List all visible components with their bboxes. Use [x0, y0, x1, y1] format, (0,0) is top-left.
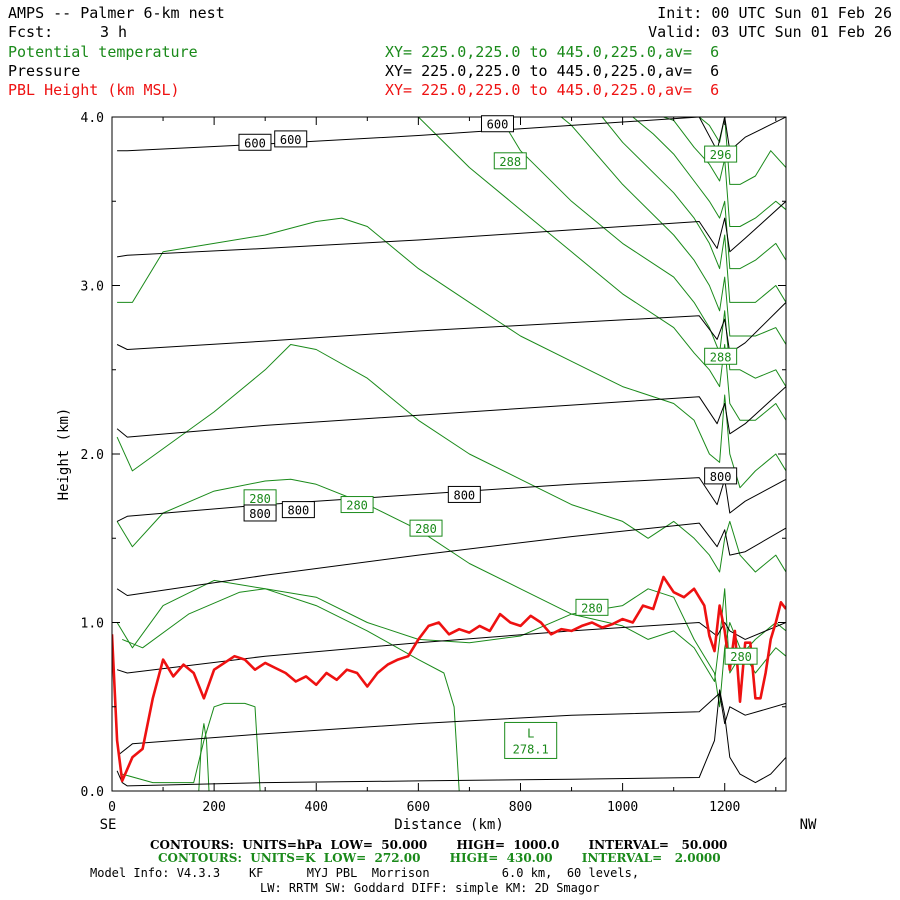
contour-label-box: [481, 115, 515, 133]
contour-label-box: [704, 347, 738, 365]
x-tick-label: 1000: [607, 800, 638, 815]
contour-label: 600: [280, 133, 302, 147]
contour-label-box: [704, 145, 738, 163]
contour-label-box: [447, 485, 481, 503]
contour-label-box: [724, 647, 758, 665]
contour-label-box: [575, 598, 609, 616]
theta-contour-3: [122, 588, 460, 791]
theta-contour-14: [698, 117, 786, 185]
contour-label: 280: [730, 650, 752, 664]
x-tick-label: 1200: [709, 800, 740, 815]
contour-label-box: [409, 519, 443, 537]
pressure-contour-4: [116, 522, 786, 596]
theta-contour-11: [601, 117, 786, 303]
contour-label: 280: [415, 522, 437, 536]
contour-label: 800: [453, 488, 475, 502]
header-title: AMPS -- Palmer 6-km nest: [8, 4, 225, 22]
contour-label-box: [340, 496, 374, 514]
theta-contour-5: [116, 478, 786, 682]
theta-contour-12: [632, 117, 786, 270]
contour-label: 600: [487, 118, 509, 132]
legend-pbl-height-xy: XY= 225.0,225.0 to 445.0,225.0,av= 6: [385, 81, 720, 99]
contour-label-box: [704, 467, 738, 485]
theta-contour-9: [499, 117, 786, 387]
contour-label: 800: [288, 504, 310, 518]
contour-label: 280: [249, 492, 271, 506]
x-end-label-nw: NW: [800, 817, 817, 833]
contour-label: 600: [244, 136, 266, 150]
theta-contour-8: [418, 117, 786, 421]
contour-label: 280: [346, 499, 368, 513]
theta-contour-4: [116, 579, 786, 708]
y-tick-label: 0.0: [81, 785, 104, 800]
contour-label-box: [281, 501, 315, 519]
init-time: Init: 00 UTC Sun 01 Feb 26: [657, 4, 892, 22]
valid-time: Valid: 03 UTC Sun 01 Feb 26: [648, 23, 892, 41]
pressure-contour-2: [119, 692, 786, 755]
contour-label: 800: [249, 507, 271, 521]
theta-contour-6: [116, 344, 786, 573]
pressure-contour-6: [116, 386, 786, 438]
footer-pressure-contours: CONTOURS: UNITS=hPa LOW= 50.000 HIGH= 10…: [150, 838, 728, 852]
contour-label: 800: [710, 470, 732, 484]
legend-pressure-xy: XY= 225.0,225.0 to 445.0,225.0,av= 6: [385, 62, 720, 80]
legend-pressure: Pressure: [8, 62, 81, 80]
y-tick-label: 3.0: [81, 280, 104, 295]
x-tick-label: 400: [305, 800, 328, 815]
contour-label: 296: [710, 148, 732, 162]
fcst-value: 3 h: [100, 23, 128, 41]
pressure-contour-3: [116, 622, 786, 674]
pressure-contour-8: [117, 200, 786, 258]
contour-label: 288: [499, 155, 521, 169]
pressure-contour-9: [117, 117, 786, 152]
theta-contour-13: [663, 117, 786, 227]
contour-label-box: [274, 130, 308, 148]
fcst-label: Fcst:: [8, 23, 54, 41]
contour-label-box: [493, 152, 527, 170]
contour-label-box: [243, 504, 277, 522]
theta-contour-1: [122, 702, 261, 791]
pressure-contour-7: [116, 302, 786, 354]
low-marker-letter: L: [527, 726, 534, 740]
contour-label: 288: [710, 350, 732, 364]
footer-model-info: Model Info: V4.3.3 KF MYJ PBL Morrison 6…: [90, 866, 640, 880]
theta-contour-7: [117, 217, 786, 489]
pressure-contour-5: [116, 477, 786, 522]
pbl-height-line: [112, 575, 786, 783]
contour-label-box: [238, 133, 272, 151]
legend-potential-temperature: Potential temperature: [8, 43, 198, 61]
footer-physics-info: LW: RRTM SW: Goddard DIFF: simple KM: 2D…: [260, 881, 600, 895]
theta-contour-2: [198, 723, 210, 791]
legend-potential-temperature-xy: XY= 225.0,225.0 to 445.0,225.0,av= 6: [385, 43, 720, 61]
y-tick-label: 2.0: [81, 448, 104, 463]
y-tick-label: 1.0: [81, 617, 104, 632]
theta-contour-10: [560, 117, 786, 345]
x-tick-label: 200: [202, 800, 225, 815]
x-tick-label: 800: [509, 800, 532, 815]
x-axis-label: Distance (km): [394, 817, 504, 833]
legend-pbl-height: PBL Height (km MSL): [8, 81, 180, 99]
low-marker-value: 278.1: [513, 742, 549, 756]
low-marker-box: [504, 721, 558, 759]
x-end-label-se: SE: [100, 817, 117, 833]
footer-theta-contours: CONTOURS: UNITS=K LOW= 272.00 HIGH= 430.…: [158, 851, 721, 865]
y-tick-label: 4.0: [81, 111, 104, 126]
x-tick-label: 600: [407, 800, 430, 815]
x-tick-label: 0: [108, 800, 116, 815]
y-axis-label: Height (km): [56, 408, 72, 501]
contour-label: 280: [581, 601, 603, 615]
pressure-contour-1: [116, 689, 786, 787]
